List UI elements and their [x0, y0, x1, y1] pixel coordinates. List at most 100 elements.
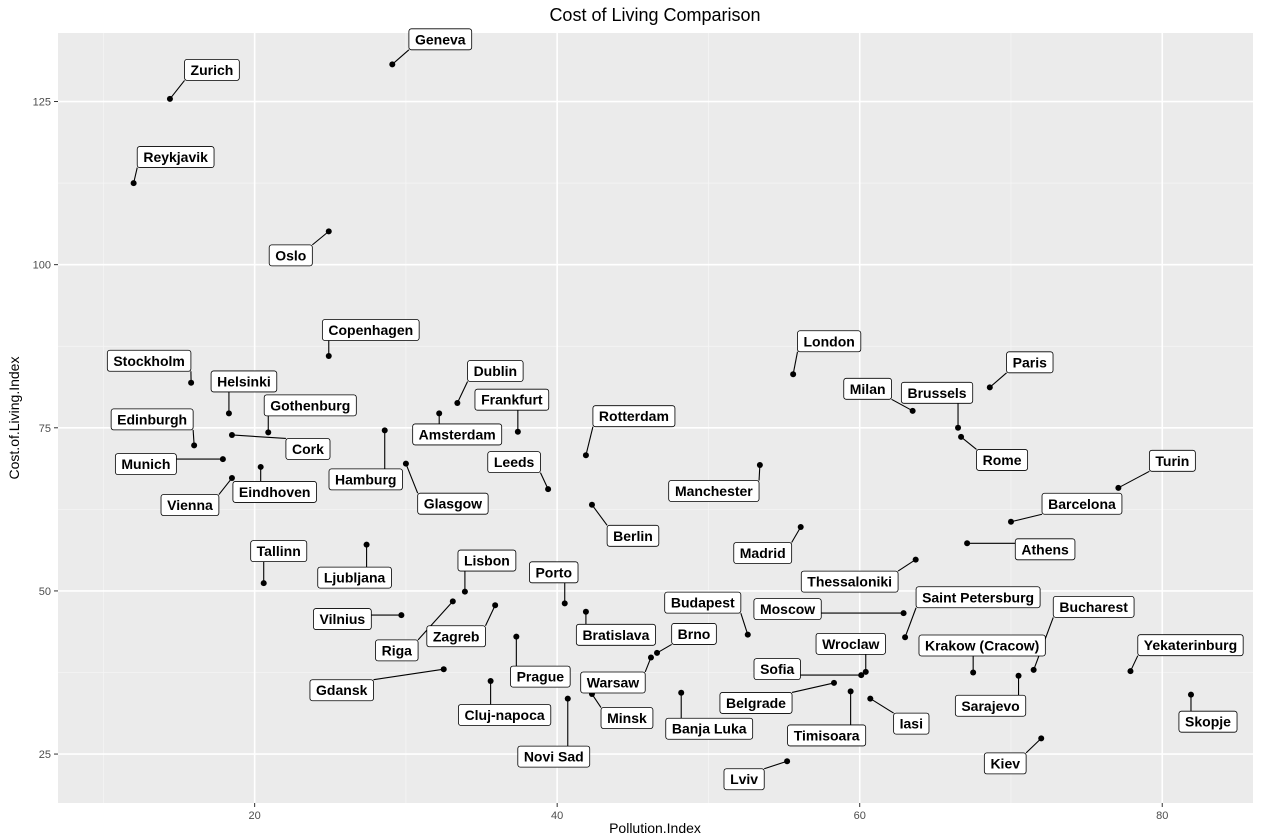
- data-points: [130, 61, 1194, 765]
- data-point: [381, 427, 388, 434]
- leader-line: [311, 230, 330, 246]
- data-point: [363, 541, 370, 548]
- data-point: [902, 634, 909, 641]
- data-point: [862, 668, 869, 675]
- point-label: Dublin: [474, 363, 518, 379]
- point-label: Leeds: [494, 454, 535, 470]
- data-point: [678, 689, 685, 696]
- leader-line: [539, 472, 549, 490]
- data-point: [513, 633, 520, 640]
- point-labels: Geneva Zurich Reykjavik Oslo Copenhagen Stock…: [106, 28, 1244, 791]
- point-label-box: Rotterdam: [592, 405, 676, 428]
- data-point: [970, 669, 977, 676]
- data-point: [514, 428, 521, 435]
- data-point: [228, 475, 235, 482]
- point-label-box: Helsinki: [210, 370, 278, 393]
- data-point: [964, 540, 971, 547]
- label-box: [250, 540, 308, 562]
- point-label-box: Thessaloniki: [800, 570, 899, 593]
- point-label-box: Banja Luka: [665, 717, 754, 740]
- data-point: [440, 666, 447, 673]
- label-box: [529, 561, 579, 584]
- point-label-box: Athens: [1014, 538, 1076, 561]
- point-label: Amsterdam: [419, 426, 496, 442]
- point-label: Brno: [678, 626, 711, 642]
- label-box: [417, 492, 489, 515]
- point-label: Barcelona: [1048, 496, 1116, 512]
- leader-line: [989, 372, 1007, 388]
- point-label-box: Krakow (Cracow): [918, 634, 1046, 657]
- label-box: [328, 468, 403, 491]
- leader-line: [891, 398, 913, 412]
- point-label: Banja Luka: [672, 721, 747, 737]
- point-label: Lisbon: [464, 553, 510, 569]
- point-label: Rome: [983, 452, 1022, 468]
- point-label: Minsk: [607, 710, 647, 726]
- y-tick-label: 100: [33, 260, 51, 272]
- point-label-box: Zagreb: [426, 625, 486, 648]
- leader-line: [870, 698, 894, 714]
- data-point: [188, 379, 195, 386]
- data-point: [454, 399, 461, 406]
- x-axis-title: Pollution.Index: [609, 820, 701, 836]
- point-label-box: Vienna: [160, 494, 220, 516]
- point-label: Riga: [382, 642, 413, 658]
- label-box: [671, 623, 717, 645]
- point-label: Sofia: [760, 661, 794, 677]
- point-label: Cluj-napoca: [465, 707, 545, 723]
- data-point: [1038, 735, 1045, 742]
- point-label: Porto: [535, 564, 572, 580]
- point-label-box: Paris: [1006, 351, 1054, 374]
- point-label-box: Hamburg: [328, 468, 403, 491]
- label-box: [575, 623, 656, 646]
- data-point: [225, 410, 232, 417]
- major-gridlines: [58, 33, 1253, 803]
- data-point: [867, 695, 874, 702]
- data-point: [784, 758, 791, 765]
- label-box: [843, 377, 892, 400]
- leader-line: [391, 49, 410, 65]
- point-label: Belgrade: [726, 695, 786, 711]
- data-point: [436, 410, 443, 417]
- label-box: [317, 566, 392, 589]
- point-label: Zagreb: [433, 628, 480, 644]
- label-box: [517, 745, 591, 768]
- label-box: [457, 549, 517, 572]
- data-point: [912, 556, 919, 563]
- label-box: [797, 330, 862, 353]
- label-box: [954, 694, 1027, 717]
- leader-line: [1025, 738, 1042, 754]
- label-box: [1137, 634, 1244, 657]
- point-label-box: Riga: [375, 639, 419, 662]
- point-label-box: London: [797, 330, 862, 353]
- x-tick-label: 20: [249, 810, 261, 822]
- leader-line: [960, 436, 977, 450]
- point-label-box: Timisoara: [787, 724, 867, 747]
- data-point: [1007, 518, 1014, 525]
- point-label-box: Gothenburg: [263, 394, 357, 417]
- data-point: [582, 452, 589, 459]
- point-label-box: Sofia: [753, 658, 801, 681]
- data-point: [130, 180, 137, 187]
- label-box: [1148, 449, 1196, 472]
- point-label: Berlin: [613, 528, 653, 544]
- point-label-box: Geneva: [408, 28, 473, 51]
- leader-line: [591, 504, 608, 526]
- point-label-box: Sarajevo: [954, 694, 1027, 717]
- label-box: [664, 591, 742, 614]
- data-point: [1127, 668, 1134, 675]
- y-tick-label: 50: [39, 586, 51, 598]
- point-label: Stockholm: [113, 353, 185, 369]
- point-label: Edinburgh: [117, 411, 187, 427]
- label-box: [474, 388, 550, 411]
- data-point: [449, 598, 456, 605]
- point-label-box: Saint Petersburg: [915, 586, 1041, 609]
- point-label-box: Kiev: [983, 752, 1027, 775]
- point-label-box: Budapest: [664, 591, 742, 614]
- leader-line: [373, 668, 444, 681]
- label-box: [606, 524, 660, 547]
- point-label: Krakow (Cracow): [925, 637, 1039, 653]
- label-box: [408, 28, 473, 51]
- label-box: [600, 707, 654, 729]
